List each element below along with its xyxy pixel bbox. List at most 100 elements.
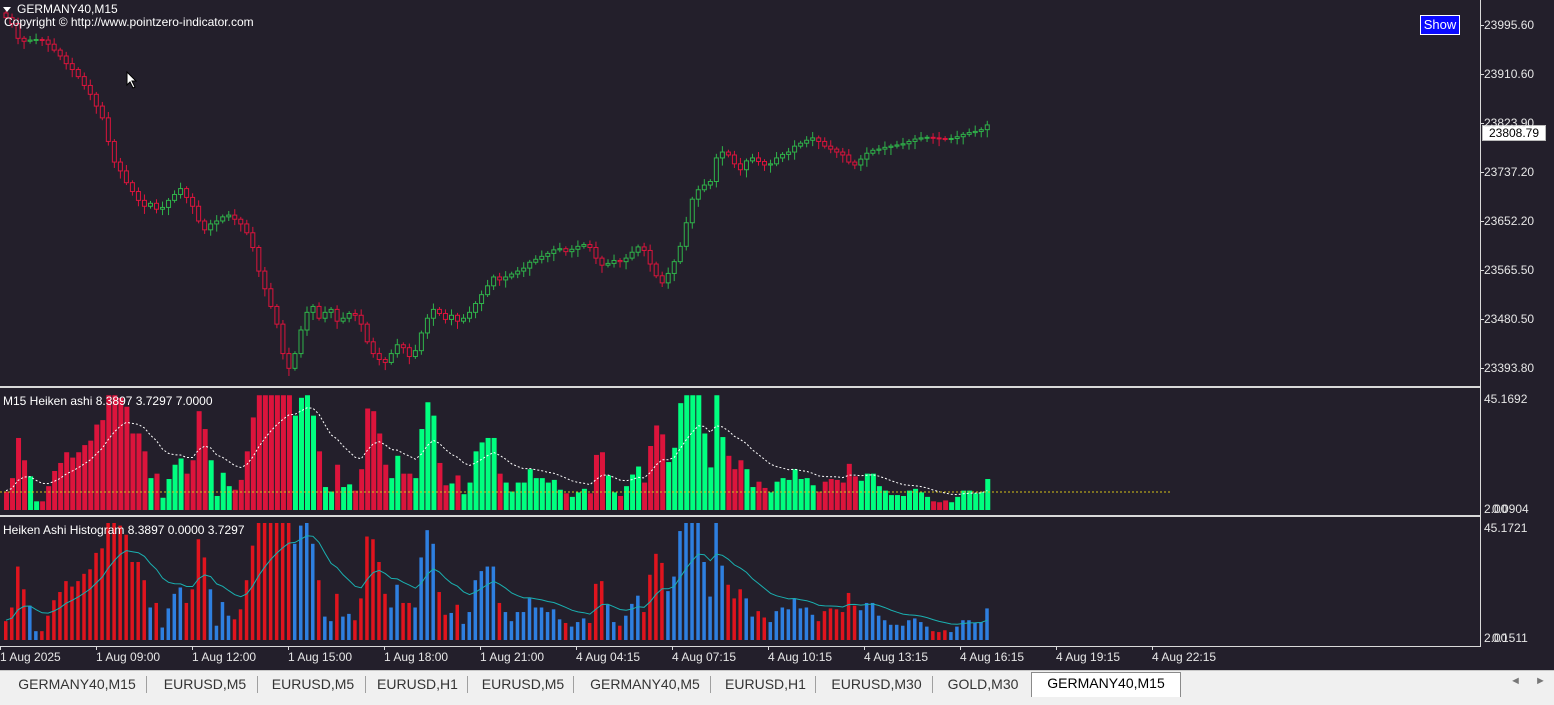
histogram-bar-up <box>606 475 611 510</box>
time-tick-mark <box>480 646 481 650</box>
histogram-bar-down <box>88 440 94 510</box>
histogram-bar-down <box>599 452 605 510</box>
bear-candle <box>129 182 135 193</box>
histogram-bar-down <box>937 502 943 510</box>
histogram-bar-down <box>202 557 207 640</box>
pane-separator[interactable] <box>0 515 1480 517</box>
bull-candle <box>412 350 418 358</box>
heiken-ashi-histogram-pane[interactable] <box>0 517 1480 646</box>
price-tick-mark <box>1480 368 1484 369</box>
histogram-bar-up <box>160 497 166 510</box>
histogram-bar-down <box>82 573 86 640</box>
histogram-bar-up <box>389 478 395 510</box>
histogram-bar-down <box>280 395 286 510</box>
histogram-bar-down <box>732 598 736 640</box>
histogram-bar-down <box>317 580 321 640</box>
histogram-bar-up <box>395 455 401 510</box>
chart-tab[interactable]: GOLD,M30 <box>947 676 1019 692</box>
histogram-bar-up <box>720 437 726 510</box>
bull-candle <box>485 285 491 296</box>
symbol-menu-arrow-icon[interactable] <box>3 7 11 12</box>
chart-tab[interactable]: EURUSD,M5 <box>163 676 247 692</box>
histogram-bar-down <box>4 491 9 510</box>
tabs-scroll-right-icon[interactable]: ► <box>1535 675 1546 687</box>
histogram-bar-down <box>359 469 365 510</box>
histogram-bar-up <box>786 479 792 510</box>
candlestick-chart[interactable] <box>0 0 1480 386</box>
bull-candle <box>166 199 172 208</box>
heiken-ashi-indicator-pane[interactable] <box>0 388 1480 515</box>
histogram-bar-down <box>232 619 237 640</box>
chart-tab[interactable]: EURUSD,M30 <box>831 676 922 692</box>
histogram-bar-down <box>852 605 857 640</box>
histogram-bar-down <box>738 460 744 510</box>
chart-symbol-title: GERMANY40,M15 <box>17 2 118 16</box>
bear-candle <box>737 163 743 171</box>
histogram-bar-up <box>684 523 688 640</box>
price-tick-label: 23995.60 <box>1484 18 1535 32</box>
time-axis-label: 1 Aug 2025 <box>0 650 61 664</box>
histogram-bar-up <box>858 610 863 640</box>
pane-separator[interactable] <box>0 386 1480 388</box>
price-tick-mark <box>1480 123 1484 124</box>
chart-tab[interactable]: EURUSD,H1 <box>377 676 458 692</box>
chart-tab[interactable]: GERMANY40,M15 <box>18 676 136 692</box>
histogram-bar-up <box>774 611 779 640</box>
chart-tab[interactable]: GERMANY40,M15 <box>1031 672 1181 697</box>
histogram-bar-up <box>720 565 724 640</box>
histogram-bar-up <box>214 495 220 510</box>
price-tick-mark <box>1480 74 1484 75</box>
histogram-bar-up <box>323 616 327 640</box>
histogram-bar-up <box>678 531 682 640</box>
tabs-scroll-left-icon[interactable]: ◄ <box>1510 675 1521 687</box>
indicator2-label: Heiken Ashi Histogram 8.3897 0.0000 3.72… <box>3 523 245 537</box>
histogram-bar-up <box>413 607 417 640</box>
histogram-bar-up <box>894 495 900 510</box>
time-axis-label: 1 Aug 18:00 <box>384 650 449 664</box>
chart-tab[interactable]: EURUSD,M5 <box>481 676 565 692</box>
time-tick-mark <box>960 646 961 650</box>
histogram-bar-down <box>359 598 363 640</box>
time-axis-border <box>0 646 1481 647</box>
histogram-bar-down <box>437 592 441 640</box>
histogram-bar-down <box>648 574 652 640</box>
histogram-bar-up <box>888 495 894 510</box>
histogram-bar-down <box>383 464 389 510</box>
show-button[interactable]: Show <box>1420 15 1460 35</box>
histogram-bar-down <box>599 581 604 640</box>
histogram-bar-up <box>425 402 431 510</box>
chart-tab[interactable]: EURUSD,M5 <box>271 676 355 692</box>
histogram-bar-up <box>545 482 551 510</box>
chart-tab[interactable]: EURUSD,H1 <box>725 676 806 692</box>
histogram-bar-down <box>184 602 189 640</box>
bull-candle <box>581 244 587 247</box>
indicator2-scale-bottom: 0.1511 <box>1492 631 1528 645</box>
time-tick-mark <box>384 646 385 650</box>
histogram-bar-up <box>955 496 961 510</box>
histogram-bar-up <box>389 607 393 640</box>
histogram-bar-down <box>40 501 46 510</box>
time-tick-mark <box>672 646 673 650</box>
bear-candle <box>232 214 238 220</box>
histogram-bar-down <box>762 487 768 510</box>
bear-candle <box>352 313 358 316</box>
histogram-bar-down <box>10 607 14 640</box>
price-chart-pane[interactable] <box>0 0 1480 386</box>
bull-candle <box>671 261 677 274</box>
chart-tab[interactable]: GERMANY40,M5 <box>590 676 700 692</box>
histogram-bar-down <box>937 632 941 640</box>
histogram-bar-down <box>280 523 285 640</box>
histogram-bar-down <box>100 548 104 640</box>
bear-candle <box>154 202 159 210</box>
tab-divider <box>815 676 816 693</box>
histogram-bar-down <box>202 429 208 510</box>
histogram-bar-down <box>846 592 851 640</box>
histogram-bar-up <box>750 487 756 510</box>
histogram-bar-up <box>503 612 508 640</box>
histogram-bar-up <box>214 625 219 640</box>
bear-candle <box>599 257 605 266</box>
bear-candle <box>762 160 768 166</box>
bear-candle <box>280 323 286 355</box>
time-axis-label: 4 Aug 04:15 <box>576 650 641 664</box>
bull-candle <box>792 145 798 153</box>
